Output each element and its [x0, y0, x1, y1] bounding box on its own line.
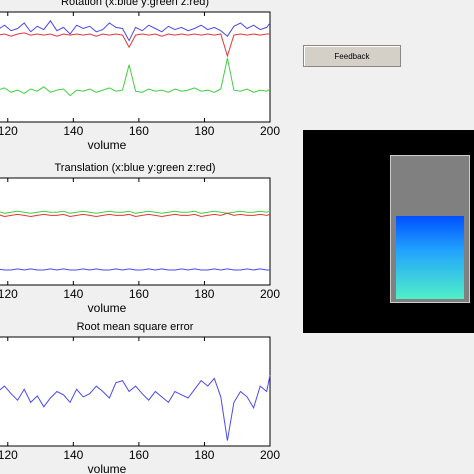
- x-tick-label: 120: [0, 124, 18, 138]
- plots: Rotation (x:blue y:green z:red) 120 140 160…: [0, 0, 280, 474]
- chart-title: Root mean square error: [77, 321, 194, 333]
- x-tick-label: 140: [63, 448, 83, 462]
- x-tick-label: 180: [194, 124, 214, 138]
- gauge-fill: [396, 216, 464, 299]
- x-tick-label: 180: [194, 287, 214, 301]
- x-axis-label: volume: [88, 462, 127, 474]
- plot-area: [0, 11, 271, 123]
- plot-area: [0, 177, 271, 286]
- feedback-panel: [303, 130, 474, 333]
- x-tick-label: 200: [260, 287, 280, 301]
- data-line: [0, 212, 271, 218]
- x-tick-label: 140: [63, 124, 83, 138]
- data-line: [0, 58, 271, 97]
- x-tick-label: 160: [129, 448, 149, 462]
- x-tick-label: 160: [129, 124, 149, 138]
- data-line: [0, 32, 270, 58]
- x-tick-label: 160: [129, 287, 149, 301]
- data-line: [0, 210, 271, 214]
- x-tick-label: 180: [194, 448, 214, 462]
- feedback-button[interactable]: Feedback: [303, 45, 401, 67]
- x-tick-label: 140: [63, 287, 83, 301]
- x-axis-label: volume: [88, 301, 127, 315]
- x-tick-label: 200: [260, 124, 280, 138]
- x-axis-label: volume: [88, 138, 127, 152]
- chart-title: Translation (x:blue y:green z:red): [55, 162, 216, 174]
- data-line: [0, 19, 271, 42]
- x-tick-label: 200: [260, 448, 280, 462]
- chart-title: Rotation (x:blue y:green z:red): [61, 0, 209, 8]
- data-line: [0, 375, 271, 441]
- x-tick-label: 120: [0, 287, 18, 301]
- feedback-gauge: [390, 155, 470, 303]
- x-tick-label: 120: [0, 448, 18, 462]
- data-line: [0, 268, 270, 271]
